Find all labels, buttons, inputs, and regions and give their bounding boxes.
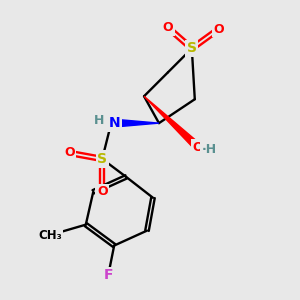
Polygon shape bbox=[111, 119, 159, 127]
Text: CH₃: CH₃ bbox=[38, 229, 62, 242]
Text: O: O bbox=[64, 146, 75, 160]
Text: H: H bbox=[94, 114, 104, 127]
Text: S: S bbox=[187, 41, 197, 56]
Text: O: O bbox=[163, 21, 173, 34]
Text: ·H: ·H bbox=[202, 143, 217, 156]
Text: F: F bbox=[103, 268, 113, 282]
Text: O: O bbox=[193, 140, 203, 154]
Text: O: O bbox=[213, 22, 224, 36]
Text: S: S bbox=[97, 152, 107, 166]
Text: O: O bbox=[97, 185, 107, 198]
Polygon shape bbox=[144, 96, 200, 150]
Text: N: N bbox=[108, 116, 120, 130]
